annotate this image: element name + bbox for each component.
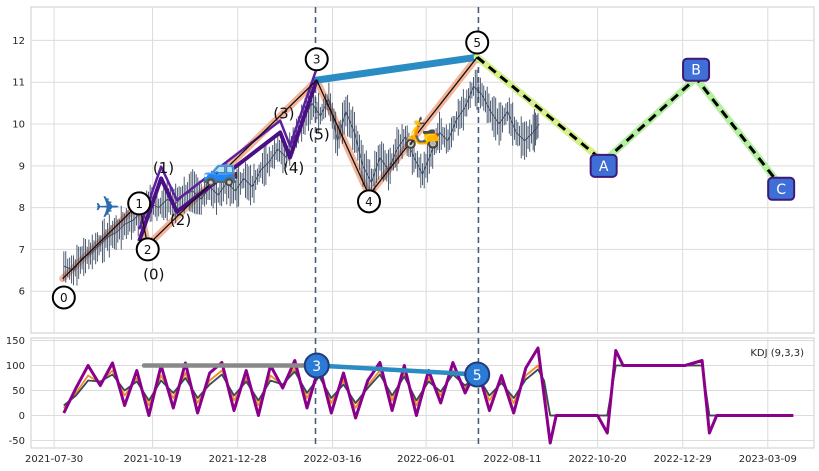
car-icon: 🚙: [202, 153, 239, 188]
kdj-wave-point-marker: [464, 361, 491, 388]
wave-point-marker: [51, 285, 76, 310]
abc-point-marker: [767, 176, 796, 201]
wave-point-marker: [465, 30, 490, 55]
wave-point-label: 3: [313, 53, 321, 67]
x-tick-label: 2021-07-30: [25, 454, 83, 465]
y-tick-label: 10: [12, 120, 25, 131]
sub-wave-label: (0): [143, 265, 164, 283]
y-tick-label: 8: [19, 203, 25, 214]
x-tick-label: 2022-03-16: [303, 454, 361, 465]
kdj-y-tick-label: 100: [6, 361, 25, 372]
abc-dashed-path: [476, 56, 783, 188]
wave-point-marker: [304, 47, 329, 72]
y-tick-label: 6: [19, 287, 25, 298]
kdj-wave-point-marker: [303, 352, 330, 379]
abc-point-marker: [589, 153, 618, 178]
sub-wave-label: (3): [273, 105, 294, 123]
kdj-y-tick-label: 0: [19, 411, 25, 422]
kdj-wave-point-label: 3: [312, 359, 321, 375]
x-tick-label: 2023-03-09: [739, 454, 797, 465]
y-tick-label: 9: [19, 161, 25, 172]
wave-zigzag: [62, 56, 478, 280]
wave-point-marker: [135, 237, 160, 262]
y-tick-label: 12: [12, 36, 25, 47]
scooter-icon: 🛵: [404, 115, 441, 150]
sub-wave-label: (1): [153, 159, 174, 177]
kdj-connector: [314, 363, 480, 377]
y-tick-label: 11: [12, 78, 25, 89]
abc-point-label: C: [776, 182, 786, 198]
sub-wave-label: (2): [170, 211, 191, 229]
x-tick-label: 2022-06-01: [397, 454, 455, 465]
wave-segment: [692, 74, 785, 191]
abc-point-label: B: [691, 63, 701, 79]
wave-point-marker: [357, 189, 382, 214]
kdj-legend-label: KDJ (9,3,3): [750, 348, 804, 359]
sub-wave-path: [137, 79, 319, 242]
wave-point-label: 4: [365, 195, 373, 209]
kdj-j-line: [62, 346, 794, 445]
wave-point-label: 1: [135, 197, 143, 211]
wave-point-marker: [127, 191, 152, 216]
x-tick-label: 2022-12-29: [654, 454, 712, 465]
kdj-y-tick-label: -50: [9, 436, 25, 447]
sub-wave-label: (5): [309, 125, 330, 143]
kdj-d-line: [63, 364, 794, 417]
wave-point-label: 2: [144, 243, 152, 257]
kdj-wave-point-label: 5: [473, 368, 482, 384]
wave-point-label: 5: [473, 36, 481, 50]
x-tick-label: 2021-12-28: [209, 454, 267, 465]
y-tick-label: 7: [19, 245, 25, 256]
x-tick-label: 2021-10-19: [124, 454, 182, 465]
x-tick-label: 2022-08-11: [483, 454, 541, 465]
airplane-icon: ✈: [95, 191, 120, 226]
sub-wave-label: (4): [283, 159, 304, 177]
kdj-y-tick-label: 150: [6, 336, 25, 347]
abc-point-label: A: [599, 159, 609, 175]
wave-segment: [313, 53, 481, 84]
kdj-y-tick-label: 50: [12, 386, 25, 397]
wave-point-label: 0: [60, 291, 68, 305]
abc-point-marker: [682, 57, 711, 82]
sub-wave-path-echo: [138, 67, 318, 230]
x-tick-label: 2022-10-20: [569, 454, 627, 465]
